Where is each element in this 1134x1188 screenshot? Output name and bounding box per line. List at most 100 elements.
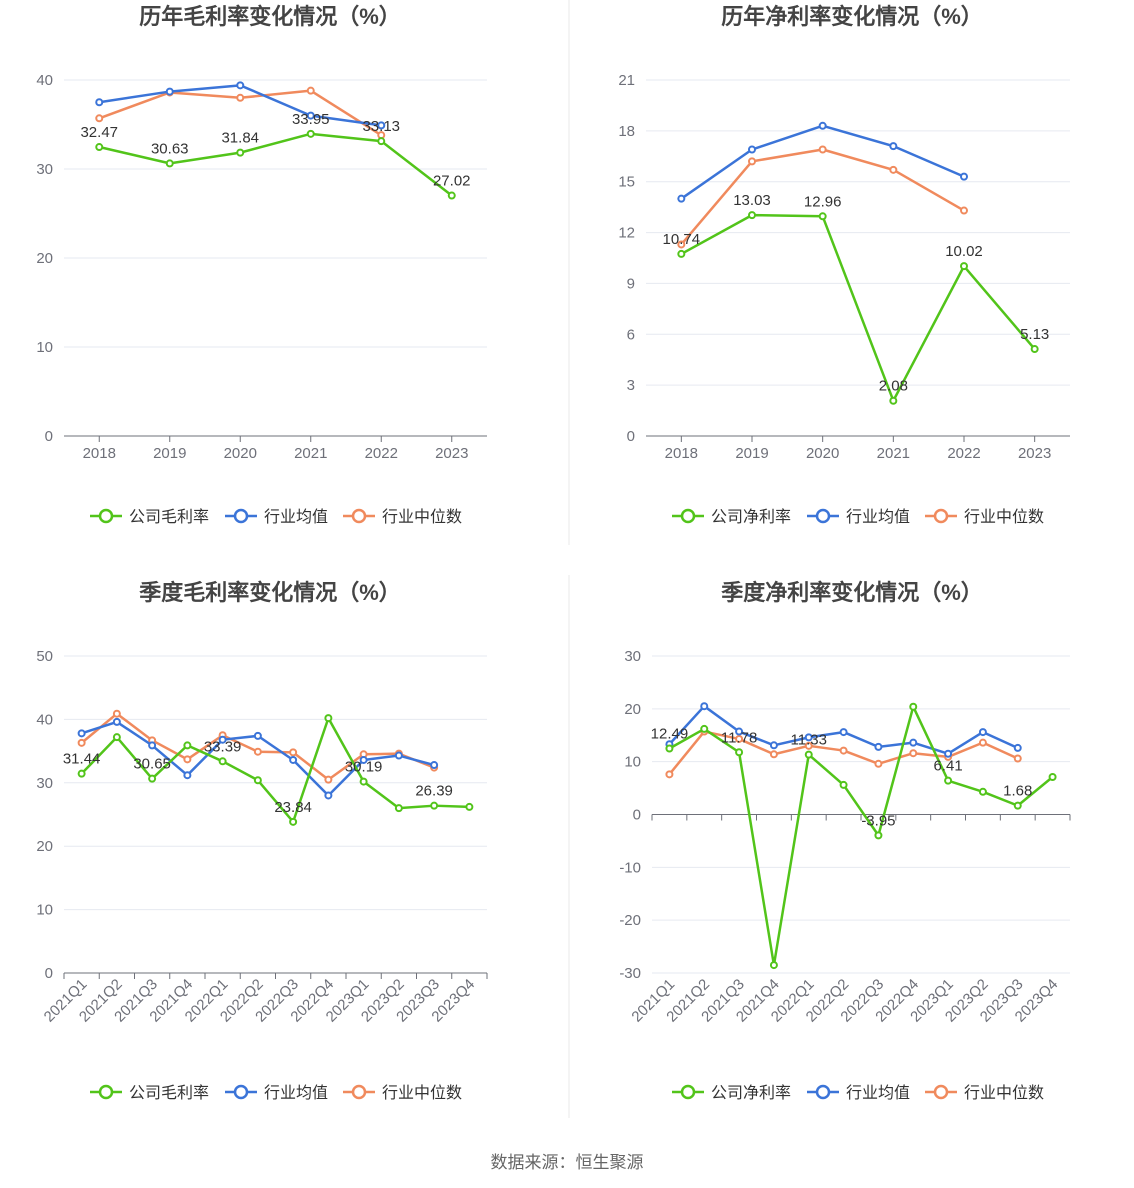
chart-annual-net-margin: 历年净利率变化情况（%） 0 3 6 9 12 15 18 21 2018 2019 2020 2021… [618,4,1070,526]
data-point [748,145,756,154]
y-tick-label: 20 [624,701,641,718]
data-point [960,262,968,271]
series-line [680,124,965,200]
legend-item[interactable]: 行业中位数 [343,508,462,526]
data-label: 30.19 [345,759,383,776]
data-point [874,742,883,751]
data-point [165,159,174,168]
data-point [839,728,848,737]
legend-item[interactable]: 公司毛利率 [90,1084,209,1102]
y-tick-label: 15 [618,174,635,191]
legend-item[interactable]: 行业中位数 [925,508,1044,526]
data-point [359,755,368,764]
chart-title: 季度净利率变化情况（%） [721,580,983,605]
legend-marker [680,508,696,524]
data-point [889,396,898,405]
y-tick-label: -20 [619,912,641,929]
data-point [95,143,104,152]
data-point [889,165,898,174]
legend-item[interactable]: 公司净利率 [672,1084,791,1102]
data-point [677,249,686,258]
data-point [430,761,439,770]
data-label: 33.13 [362,118,400,135]
legend-item[interactable]: 公司毛利率 [90,508,209,526]
data-point [818,212,827,221]
data-point [748,157,756,166]
data-point [306,86,315,95]
data-point [960,172,968,181]
legend-item[interactable]: 公司净利率 [672,508,791,526]
legend-item[interactable]: 行业均值 [807,508,910,526]
data-label: 12.96 [804,193,842,210]
data-point [148,741,157,750]
data-point [218,735,227,744]
data-point [735,748,744,757]
data-point [769,961,778,970]
chart-quarterly-gross-margin: 季度毛利率变化情况（%）010203040502021Q12021Q22021Q… [36,580,488,1102]
data-label: 23.84 [274,799,312,816]
y-tick-label: 30 [36,161,53,178]
y-tick-label: 10 [36,339,53,356]
chart-title: 历年毛利率变化情况（%） [139,4,401,29]
data-point [944,749,953,758]
x-tick-label: 2021 [294,445,327,462]
legend-label: 行业中位数 [382,508,462,526]
data-point [978,728,987,737]
data-point [253,776,262,785]
chart-quarterly-net-margin: 季度净利率变化情况（%）-30-20-1001020302021Q12021Q2… [619,580,1071,1102]
data-point [1013,743,1022,752]
data-point [324,714,333,723]
data-label: 33.95 [292,111,330,128]
legend-item[interactable]: 行业均值 [807,1084,910,1102]
data-point [700,702,709,711]
series-line [668,705,1054,967]
y-tick-label: 20 [36,250,53,267]
x-tick-label: 2019 [735,445,768,462]
data-point [944,776,953,785]
data-point [112,717,121,726]
data-label: 11.78 [721,729,757,746]
x-tick-label: 2020 [806,445,839,462]
data-point [112,709,121,718]
y-tick-label: 20 [36,838,53,855]
data-label: 33.39 [204,738,242,755]
data-point [909,749,918,758]
data-point [839,780,848,789]
data-point [818,145,827,154]
data-point [804,750,813,759]
y-tick-label: 12 [618,225,635,242]
y-tick-label: 9 [627,275,635,292]
legend-item[interactable]: 行业中位数 [925,1084,1044,1102]
y-tick-label: 10 [36,902,53,919]
legend-label: 行业均值 [264,1084,328,1102]
series-line [80,716,470,824]
data-label: 31.44 [63,751,101,768]
y-tick-label: 0 [45,428,53,445]
data-point [978,787,987,796]
x-tick-label: 2018 [83,445,116,462]
data-label: 12.49 [651,726,689,743]
x-tick-label: 2023 [435,445,468,462]
legend-item[interactable]: 行业中位数 [343,1084,462,1102]
data-point [377,137,386,146]
data-point [306,111,315,120]
x-tick-label: 2023 [1018,445,1051,462]
x-tick-label: 2019 [153,445,186,462]
legend-label: 行业均值 [846,508,910,526]
legend-marker [233,508,249,524]
data-point [889,142,898,151]
data-point [324,791,333,800]
data-point [818,121,827,130]
data-label: 30.63 [151,140,189,157]
data-point [769,741,778,750]
y-tick-label: 0 [627,428,635,445]
data-point [735,734,744,743]
data-point [960,206,968,215]
data-point [306,129,315,138]
data-label: 27.02 [433,173,471,190]
legend-item[interactable]: 行业均值 [225,1084,328,1102]
legend-item[interactable]: 行业均值 [225,508,328,526]
data-point [77,769,86,778]
legend-label: 行业中位数 [964,508,1044,526]
